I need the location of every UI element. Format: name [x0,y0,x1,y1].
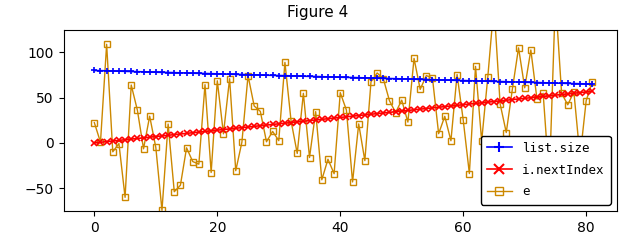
list.size [207,72,215,75]
Text: Figure 4: Figure 4 [287,5,349,20]
e [214,79,221,82]
e [330,172,338,175]
list.size [232,73,240,76]
list.size [490,80,498,83]
Line: list.size: list.size [91,67,596,88]
Line: i.nextIndex: i.nextIndex [91,88,596,146]
e [588,80,596,83]
e [484,75,492,78]
i.nextIndex [90,141,98,144]
list.size [226,73,233,76]
list.size [324,75,332,78]
e [232,169,240,172]
list.size [478,80,485,83]
i.nextIndex [226,127,233,130]
Line: e: e [91,0,596,214]
e [496,102,504,105]
Legend: list.size, i.nextIndex, e: list.size, i.nextIndex, e [481,136,611,205]
i.nextIndex [232,127,240,130]
e [90,121,98,124]
e [238,141,245,144]
i.nextIndex [490,100,498,103]
e [158,209,166,212]
list.size [90,69,98,72]
i.nextIndex [207,129,215,132]
list.size [588,83,596,86]
i.nextIndex [324,117,332,120]
i.nextIndex [588,90,596,93]
i.nextIndex [478,101,485,104]
